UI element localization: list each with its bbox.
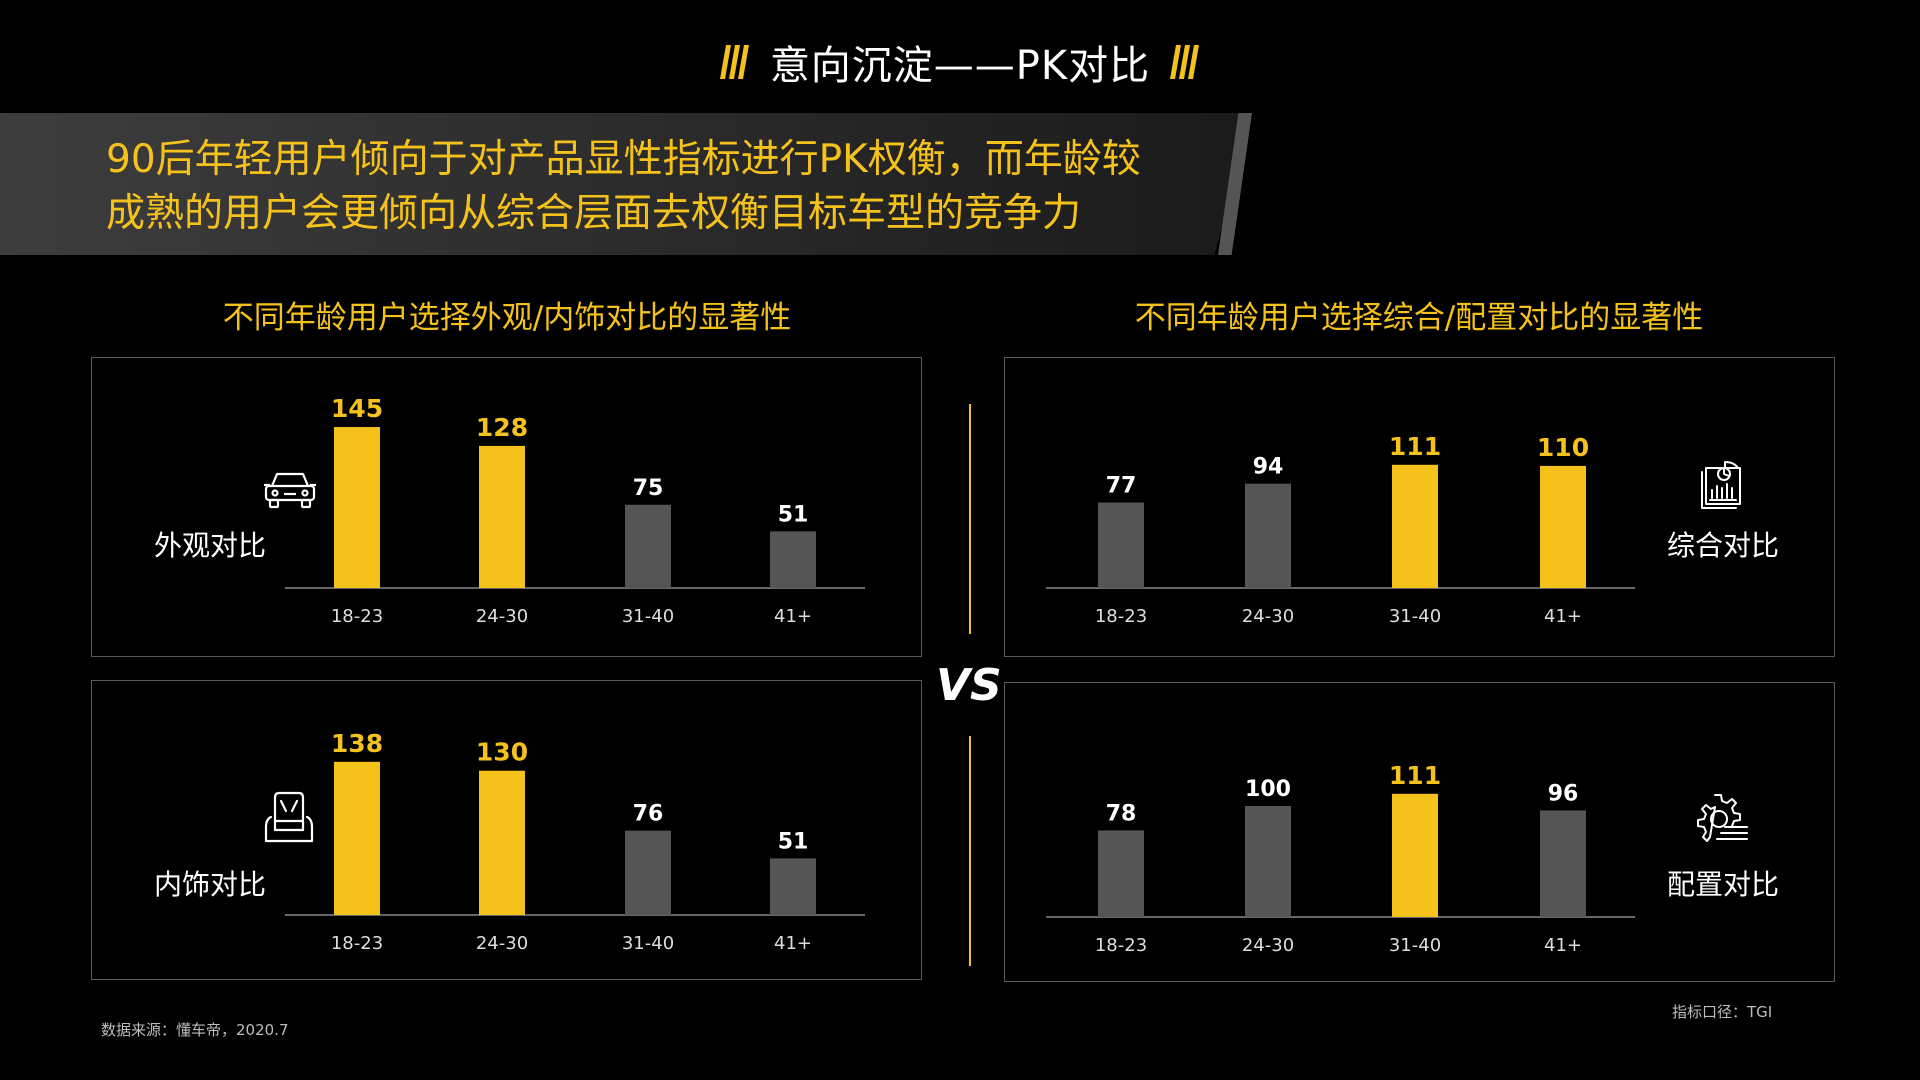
bar-chart-interior: 138 18-23 130 24-30 76 31-40 51 41+	[285, 729, 865, 954]
bar-value-label: 111	[1389, 761, 1441, 790]
chart-panel-overall: 综合对比 77 18-23 94 24-30 111 31-40 110 41+	[1004, 357, 1835, 657]
bar-value-label: 94	[1253, 455, 1284, 480]
bar-24-30	[1245, 483, 1291, 588]
metric-note: 指标口径：TGI	[1672, 1003, 1773, 1021]
bar-value-label: 111	[1389, 432, 1441, 461]
bar-value-label: 51	[778, 502, 809, 527]
stripes-icon-right	[1170, 45, 1200, 79]
divider-line-top	[969, 404, 971, 634]
bar-31-40	[625, 504, 671, 588]
x-tick-label: 31-40	[622, 933, 674, 954]
page-title: 意向沉淀——PK对比	[769, 43, 1151, 89]
x-tick-label: 31-40	[1389, 935, 1441, 956]
divider-line-bottom	[969, 736, 971, 966]
right-section-title: 不同年龄用户选择综合/配置对比的显著性	[1134, 300, 1704, 336]
report-chart-icon	[1701, 461, 1741, 509]
bar-41+	[770, 858, 816, 915]
left-section-title: 不同年龄用户选择外观/内饰对比的显著性	[222, 300, 792, 336]
data-source-note: 数据来源：懂车帝，2020.7	[101, 1021, 289, 1039]
x-tick-label: 41+	[1544, 606, 1582, 627]
x-tick-label: 18-23	[1095, 935, 1147, 956]
x-tick-label: 41+	[774, 933, 812, 954]
bar-value-label: 138	[331, 729, 383, 758]
x-tick-label: 24-30	[476, 933, 528, 954]
bar-31-40	[1392, 793, 1438, 917]
bar-chart-configuration: 78 18-23 100 24-30 111 31-40 96 41+	[1046, 761, 1635, 956]
bar-24-30	[479, 445, 525, 588]
stripes-icon-left	[719, 45, 749, 79]
bar-18-23	[334, 761, 380, 915]
chart-label-exterior: 外观对比	[153, 529, 266, 562]
bar-18-23	[334, 427, 380, 588]
vs-label: VS	[936, 660, 1002, 711]
bar-18-23	[1098, 830, 1144, 917]
x-tick-label: 18-23	[331, 933, 383, 954]
bar-31-40	[1392, 464, 1438, 588]
bar-24-30	[1245, 806, 1291, 917]
bar-24-30	[479, 770, 525, 915]
car-seat-icon	[264, 791, 314, 843]
bar-41+	[1540, 810, 1586, 917]
summary-banner	[0, 113, 1252, 255]
chart-panel-exterior: 外观对比 145 18-23 128 24-30 75 31-40 51 41+	[91, 357, 922, 657]
chart-label-configuration: 配置对比	[1666, 868, 1779, 901]
bar-41+	[770, 531, 816, 588]
bar-value-label: 130	[476, 738, 528, 767]
bar-value-label: 145	[331, 394, 383, 423]
summary-line-1: 90后年轻用户倾向于对产品显性指标进行PK权衡，而年龄较	[106, 137, 1141, 182]
gear-list-icon	[1697, 794, 1748, 842]
x-tick-label: 18-23	[1095, 606, 1147, 627]
chart-label-overall: 综合对比	[1666, 529, 1779, 562]
bar-value-label: 78	[1106, 801, 1137, 826]
bar-chart-exterior: 145 18-23 128 24-30 75 31-40 51 41+	[285, 394, 865, 627]
bar-18-23	[1098, 502, 1144, 588]
bar-value-label: 51	[778, 829, 809, 854]
car-icon	[264, 472, 316, 509]
x-tick-label: 41+	[1544, 935, 1582, 956]
bar-value-label: 75	[633, 476, 664, 501]
x-tick-label: 41+	[774, 606, 812, 627]
bar-41+	[1540, 465, 1586, 588]
bar-value-label: 128	[476, 413, 528, 442]
x-tick-label: 31-40	[1389, 606, 1441, 627]
chart-panel-interior: 内饰对比 138 18-23 130 24-30 76 31-40 51 41+	[91, 680, 922, 980]
chart-label-interior: 内饰对比	[153, 868, 266, 901]
summary-text: 90后年轻用户倾向于对产品显性指标进行PK权衡，而年龄较 成熟的用户会更倾向从综…	[106, 133, 1226, 241]
x-tick-label: 24-30	[1242, 935, 1294, 956]
bar-value-label: 77	[1106, 474, 1137, 499]
bar-chart-overall: 77 18-23 94 24-30 111 31-40 110 41+	[1046, 432, 1635, 627]
x-tick-label: 18-23	[331, 606, 383, 627]
summary-line-2: 成熟的用户会更倾向从综合层面去权衡目标车型的竞争力	[106, 191, 1082, 236]
header: 意向沉淀——PK对比	[0, 34, 1920, 90]
x-tick-label: 31-40	[622, 606, 674, 627]
x-tick-label: 24-30	[1242, 606, 1294, 627]
chart-panel-configuration: 配置对比 78 18-23 100 24-30 111 31-40 96 41+	[1004, 682, 1835, 982]
x-tick-label: 24-30	[476, 606, 528, 627]
bar-value-label: 96	[1548, 781, 1579, 806]
bar-value-label: 76	[633, 802, 664, 827]
bar-value-label: 100	[1245, 777, 1291, 802]
bar-31-40	[625, 830, 671, 915]
bar-value-label: 110	[1537, 433, 1589, 462]
